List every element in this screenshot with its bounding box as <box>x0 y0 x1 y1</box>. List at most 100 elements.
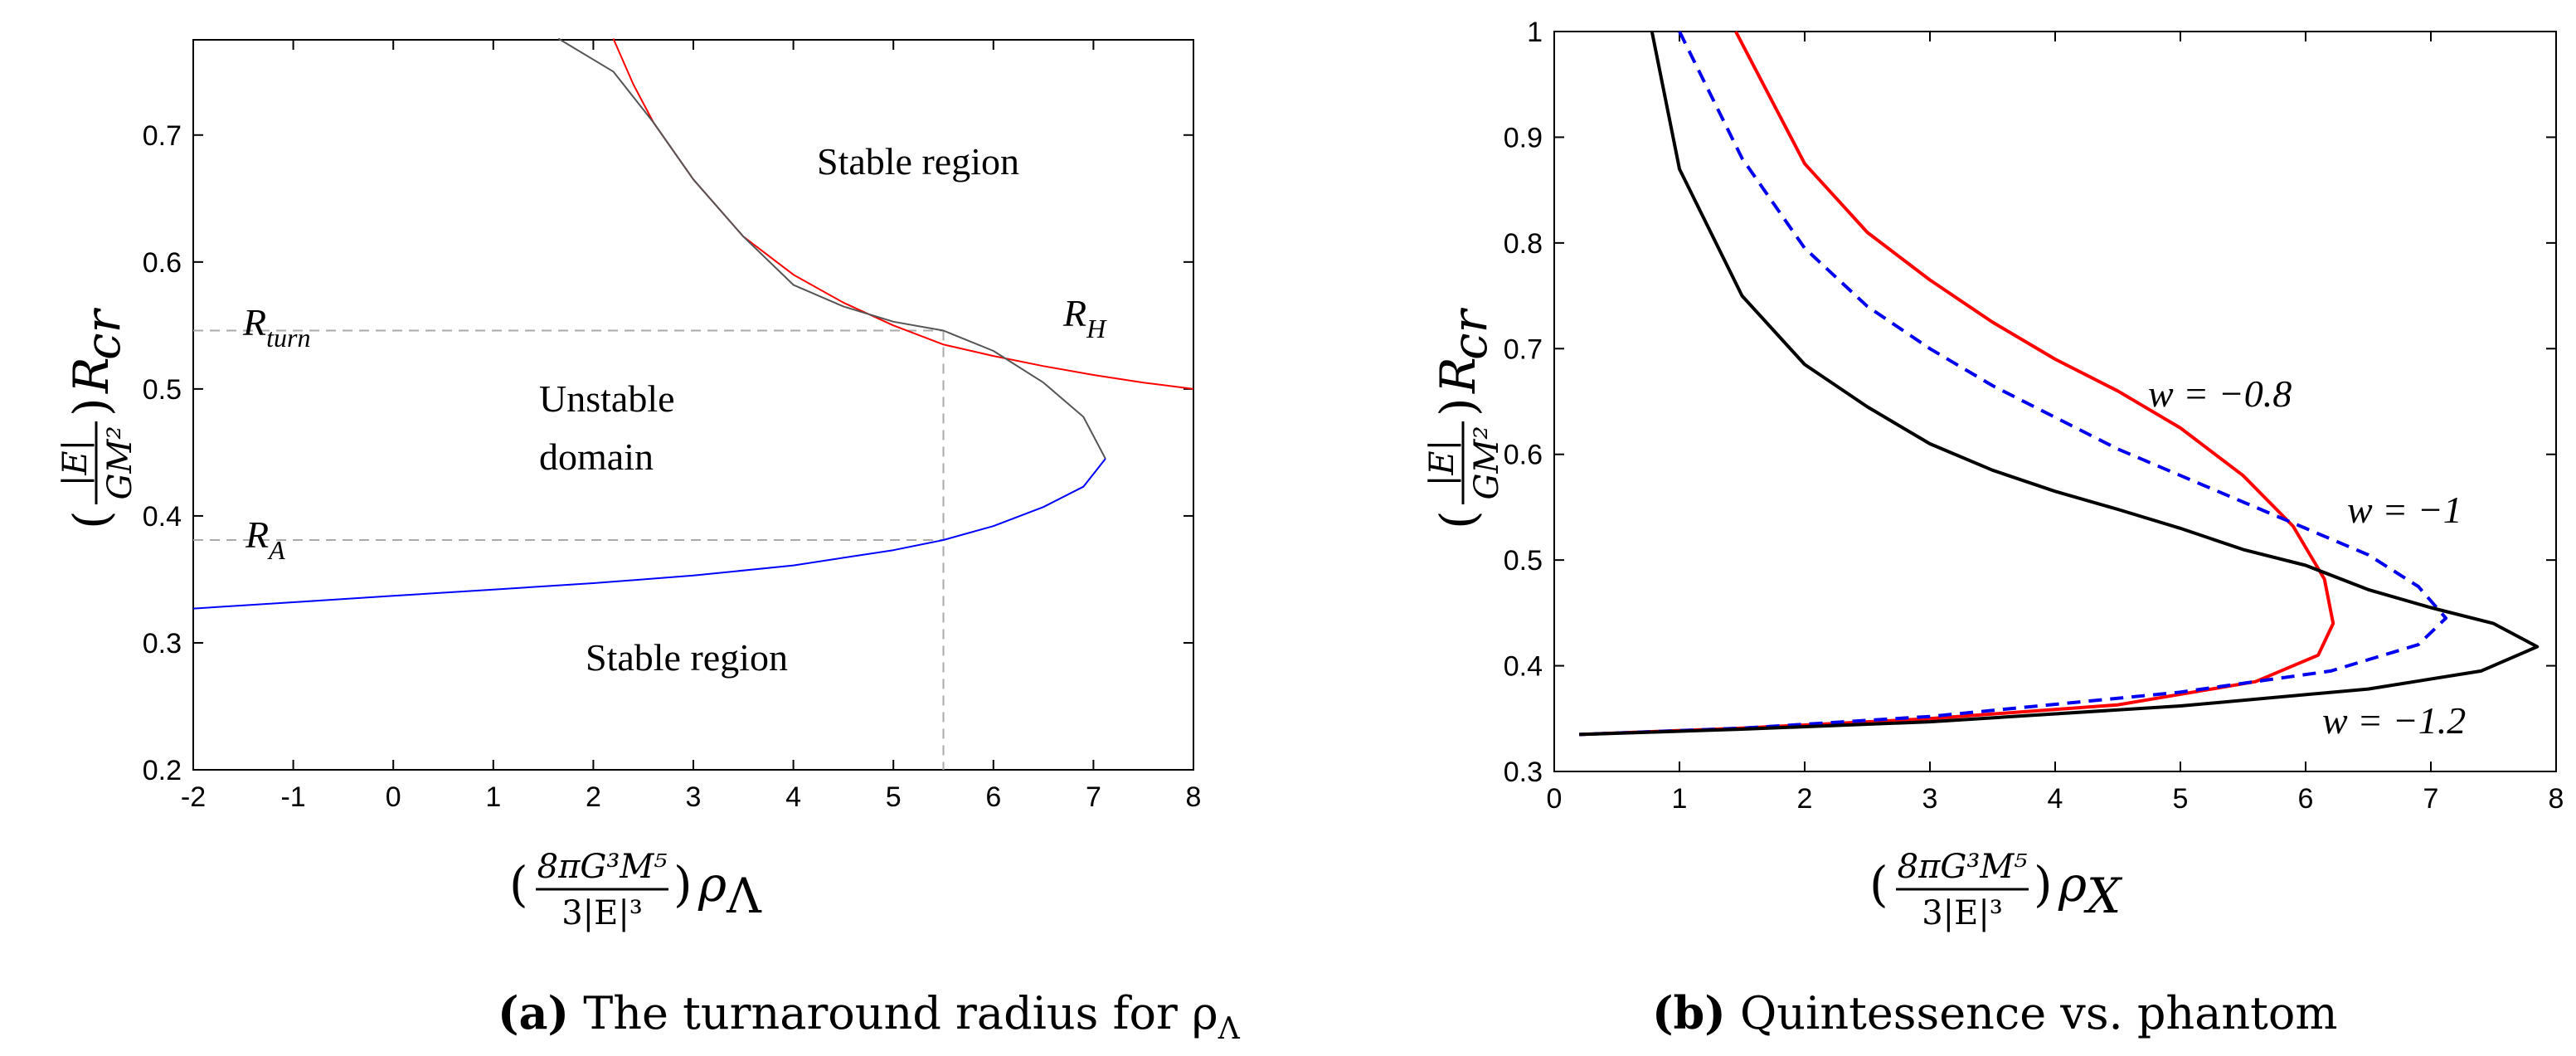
panel-a-ylabel-sym: R <box>63 357 119 394</box>
panel-a-xlabel-open-paren: ( <box>509 856 528 912</box>
rturn-sym: R <box>242 301 266 343</box>
panel-a-ytick-label: 0.5 <box>143 374 182 406</box>
panel-a-xlabel-close-paren: ) <box>673 856 693 912</box>
panel-b-xlabel-num: 8πG³M⁵ <box>1898 848 2028 886</box>
panel-b-series-line-2 <box>1579 31 2540 737</box>
panel-b: 0 1 2 3 4 5 6 7 8 0.3 0.4 0.5 0.6 0.7 0.8 0.9 1 w = −0.8… <box>1423 17 2564 1039</box>
panel-b-xtick-label: 7 <box>2423 783 2439 815</box>
panel-b-xtick-label: 5 <box>2173 783 2189 815</box>
ra-sym: R <box>245 513 269 556</box>
panel-b-ytick-label: 0.9 <box>1504 122 1543 153</box>
panel-a-xtick-label: 5 <box>886 781 902 813</box>
panel-b-xtick-label: 1 <box>1672 783 1688 815</box>
panel-a-rh-label: RH <box>1062 292 1107 343</box>
panel-b-ytick-label: 1 <box>1527 17 1543 48</box>
panel-b-caption: (b) Quintessence vs. phantom <box>1652 986 2338 1039</box>
panel-b-x-axis-label: ( 8πG³M⁵ 3|E|³ ) ρ X <box>1869 848 2123 932</box>
panel-b-ylabel-sym: R <box>1430 357 1486 394</box>
panel-a-ylabel-open-paren: ( <box>63 510 119 529</box>
panel-a-xtick-label: 2 <box>586 781 601 813</box>
panel-a-xlabel-sub: Λ <box>726 868 762 924</box>
panel-a-xtick-label: 6 <box>985 781 1001 813</box>
panel-a-series-line-2 <box>192 458 1106 610</box>
panel-b-ytick-label: 0.5 <box>1504 545 1543 577</box>
panel-a-xtick-label: 8 <box>1186 781 1202 813</box>
panel-a-ytick-label: 0.7 <box>143 120 182 152</box>
panel-a-guides <box>193 329 945 770</box>
panel-b-ytick-label: 0.3 <box>1504 757 1543 788</box>
panel-a-caption-letter: (a) <box>498 986 569 1039</box>
panel-b-series <box>1579 31 2540 737</box>
panel-a-series-line-1 <box>557 37 1106 460</box>
panel-a-caption: (a) The turnaround radius for ρΛ <box>498 986 1241 1046</box>
panel-b-w12-label: w = −1.2 <box>2322 699 2466 742</box>
panel-b-ticks: 0 1 2 3 4 5 6 7 8 0.3 0.4 0.5 0.6 0.7 0.8 0.9 1 <box>1504 17 2564 815</box>
rh-sym: R <box>1062 292 1086 334</box>
panel-a-xtick-label: 3 <box>686 781 702 813</box>
panel-a-caption-text: The turnaround radius for ρ <box>583 987 1218 1039</box>
rturn-sub: turn <box>266 323 310 353</box>
panel-b-xtick-label: 3 <box>1922 783 1938 815</box>
panel-b-ylabel-sub: cr <box>1441 308 1498 360</box>
panel-a-ticks: -2 -1 0 1 2 3 4 5 6 7 8 0.2 0.3 0.4 0.5 0.6 0.7 <box>143 40 1202 813</box>
panel-a-ytick-label: 0.2 <box>143 755 182 786</box>
panel-a-xtick-label: -1 <box>280 781 305 813</box>
panel-b-xtick-label: 2 <box>1797 783 1813 815</box>
panel-a-series-line-0 <box>612 38 1194 390</box>
panel-b-ylabel-close-paren: ) <box>1430 397 1486 416</box>
panel-a-series <box>192 37 1194 610</box>
panel-b-ytick-label: 0.8 <box>1504 228 1543 260</box>
panel-b-ylabel-open-paren: ( <box>1430 510 1486 529</box>
panel-a-ra-label: RA <box>245 513 285 565</box>
panel-a-rturn-label: Rturn <box>242 301 310 353</box>
panel-a-xtick-label: 1 <box>485 781 501 813</box>
panel-a-xlabel-den: 3|E|³ <box>561 894 643 932</box>
panel-a-ytick-label: 0.3 <box>143 628 182 659</box>
panel-a-ytick-label: 0.6 <box>143 247 182 279</box>
panel-b-ylabel-den: GM² <box>1468 426 1506 500</box>
panel-a: -2 -1 0 1 2 3 4 5 6 7 8 0.2 0.3 0.4 0.5 0.6 0.7 Stable r… <box>56 37 1241 1046</box>
panel-b-xlabel-sym: ρ <box>2058 856 2087 912</box>
panel-b-w1-label: w = −1 <box>2347 489 2462 531</box>
panel-b-caption-letter: (b) <box>1652 986 1726 1039</box>
panel-b-axes-box <box>1553 31 2557 772</box>
panel-b-series-line-0 <box>1579 31 2335 737</box>
panel-b-xtick-label: 0 <box>1547 783 1563 815</box>
panel-a-ylabel-num: |E| <box>56 440 95 486</box>
panel-b-y-axis-label: ( |E| GM² ) R cr <box>1423 308 1506 529</box>
panel-a-y-axis-label: ( |E| GM² ) R cr <box>56 308 139 529</box>
panel-b-xtick-label: 6 <box>2298 783 2314 815</box>
panel-b-xlabel-den: 3|E|³ <box>1922 894 2003 932</box>
panel-a-xtick-label: 7 <box>1086 781 1101 813</box>
panel-b-xlabel-sub: X <box>2083 868 2123 924</box>
rh-sub: H <box>1086 314 1107 343</box>
panel-b-xtick-label: 8 <box>2549 783 2564 815</box>
panel-a-xlabel-sym: ρ <box>697 856 727 912</box>
ra-sub: A <box>267 535 285 565</box>
panel-a-stable-top-label: Stable region <box>817 140 1019 182</box>
panel-a-xtick-label: 4 <box>785 781 801 813</box>
panel-b-w08-label: w = −0.8 <box>2148 372 2292 415</box>
panel-a-ylabel-close-paren: ) <box>63 397 119 416</box>
panel-a-unstable-label-2: domain <box>539 436 654 478</box>
panel-b-xtick-label: 4 <box>2048 783 2063 815</box>
panel-b-xlabel-open-paren: ( <box>1869 856 1888 912</box>
panel-b-xlabel-close-paren: ) <box>2034 856 2053 912</box>
panel-b-ytick-label: 0.6 <box>1504 440 1543 471</box>
panel-b-ytick-label: 0.4 <box>1504 651 1543 683</box>
panel-a-xlabel-num: 8πG³M⁵ <box>537 848 668 886</box>
panel-a-stable-bottom-label: Stable region <box>586 636 788 679</box>
panel-a-xtick-label: -2 <box>181 781 206 813</box>
panel-a-ylabel-den: GM² <box>101 426 139 500</box>
panel-b-caption-text: Quintessence vs. phantom <box>1740 987 2338 1039</box>
panel-b-ylabel-num: |E| <box>1423 440 1461 486</box>
panel-a-caption-sub: Λ <box>1218 1012 1241 1046</box>
panel-b-series-line-1 <box>1579 31 2448 737</box>
panel-b-ytick-label: 0.7 <box>1504 333 1543 365</box>
panel-a-unstable-label-1: Unstable <box>539 377 675 420</box>
panel-a-x-axis-label: ( 8πG³M⁵ 3|E|³ ) ρ Λ <box>509 848 762 932</box>
panel-a-xtick-label: 0 <box>386 781 401 813</box>
panel-a-ytick-label: 0.4 <box>143 501 182 533</box>
panel-a-ylabel-sub: cr <box>75 308 131 360</box>
